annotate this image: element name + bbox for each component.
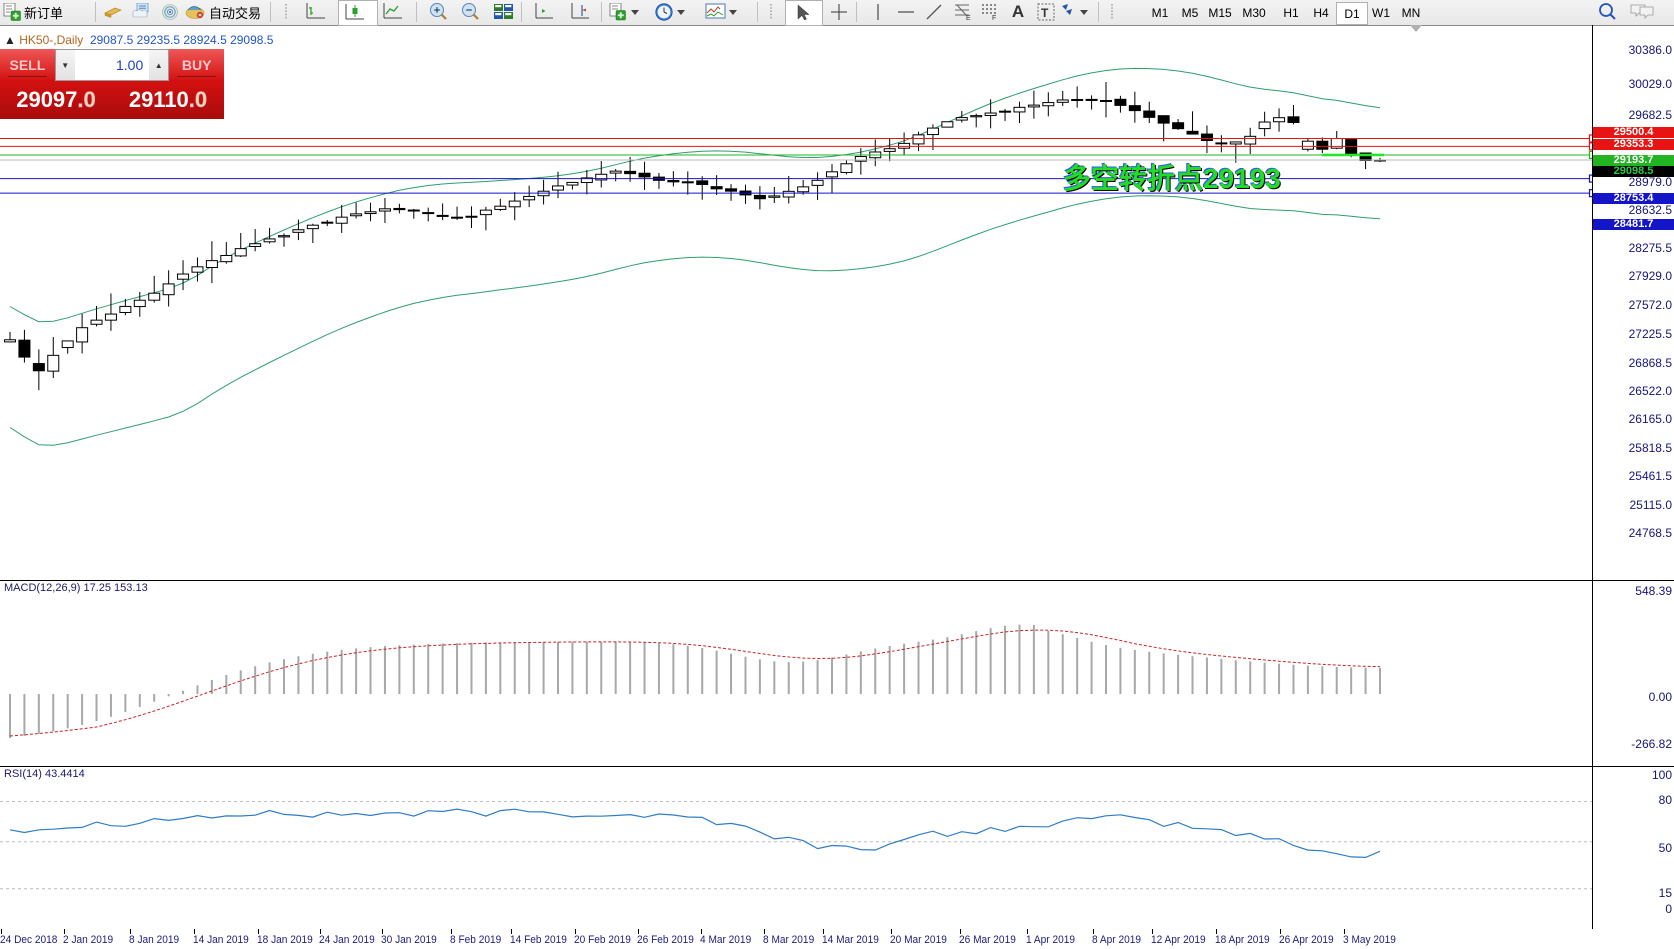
svg-text:E: E <box>966 15 971 21</box>
svg-text:F: F <box>992 15 996 21</box>
svg-text:T: T <box>1041 6 1049 20</box>
